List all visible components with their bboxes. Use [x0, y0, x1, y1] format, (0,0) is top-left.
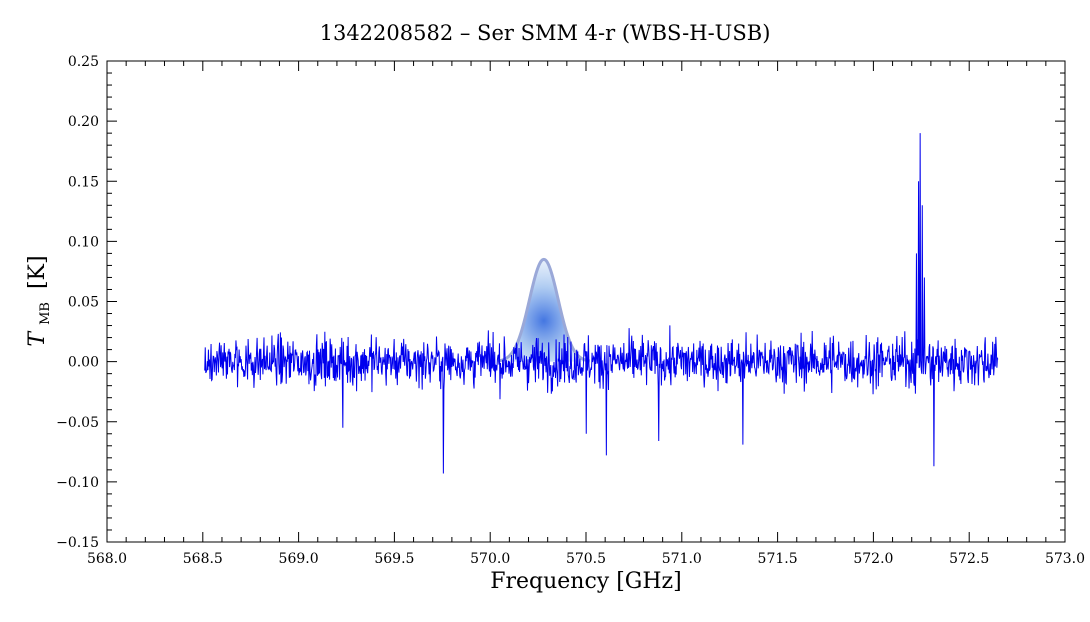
y-axis-ticks: −0.15 −0.10 −0.05 0.00 0.05 0.10 0.15 0.20 0.25: [56, 54, 1065, 551]
x-axis-ticks: 568.0 568.5 569.0 569.5 570.0 570.5 571.0 571.5…: [87, 61, 1085, 567]
x-tick-label: 568.0: [87, 551, 127, 567]
x-tick-label: 569.0: [279, 551, 319, 567]
y-tick-label: 0.10: [68, 234, 99, 250]
x-tick-label: 571.5: [758, 551, 798, 567]
x-tick-label: 571.0: [662, 551, 702, 567]
y-tick-label: −0.10: [56, 475, 99, 491]
spectrum-series-line: [204, 133, 999, 474]
x-tick-label: 568.5: [183, 551, 223, 567]
x-tick-label: 573.0: [1045, 551, 1085, 567]
y-tick-label: 0.00: [68, 355, 99, 371]
y-tick-label: 0.15: [68, 174, 99, 190]
x-axis-label: Frequency [GHz]: [490, 569, 682, 594]
y-axis-label: T MB [K]: [25, 255, 55, 346]
y-axis-label-sub: MB: [38, 302, 53, 325]
spectrum-layer: [204, 133, 999, 474]
plot-area: 568.0 568.5 569.0 569.5 570.0 570.5 571.0 571.5…: [56, 54, 1085, 567]
x-tick-label: 569.5: [374, 551, 414, 567]
y-tick-label: 0.20: [68, 114, 99, 130]
x-tick-label: 570.5: [566, 551, 606, 567]
line-model-fill: [497, 259, 590, 362]
line-model-layer: [497, 257, 591, 363]
svg-text:T MB [K]: T MB [K]: [25, 255, 55, 346]
y-axis-label-unit: [K]: [25, 255, 50, 289]
plot-frame: [106, 60, 1066, 543]
chart-title: 1342208582 – Ser SMM 4-r (WBS-H-USB): [320, 21, 771, 45]
y-axis-label-main: T: [25, 330, 50, 347]
y-tick-label: −0.15: [56, 535, 99, 551]
y-tick-label: 0.05: [68, 295, 99, 311]
y-tick-label: 0.25: [68, 54, 99, 70]
y-tick-label: −0.05: [56, 415, 99, 431]
x-tick-label: 570.0: [470, 551, 510, 567]
x-tick-label: 572.0: [853, 551, 893, 567]
x-tick-label: 572.5: [949, 551, 989, 567]
